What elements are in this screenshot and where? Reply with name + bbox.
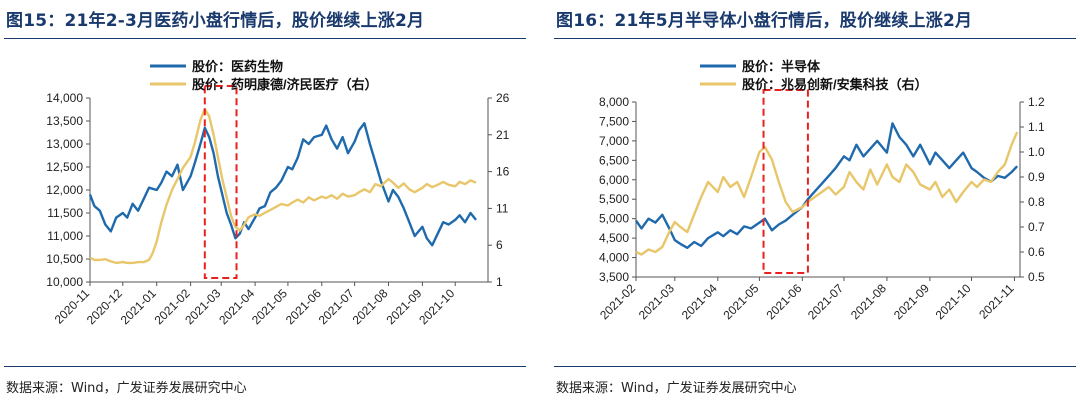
- y-left-tick-label: 13,000: [46, 137, 83, 151]
- y-left-tick-label: 4,000: [599, 251, 629, 265]
- series-line-secondary: [635, 131, 1019, 256]
- figure-15-bottom-rule: [4, 366, 526, 367]
- figure-15-top-rule: [4, 38, 526, 39]
- y-left-tick-label: 10,500: [46, 252, 83, 266]
- y-right-tick-label: 0.9: [1028, 170, 1045, 184]
- x-tick-label: 2021-07: [316, 286, 357, 327]
- y-left-tick-label: 11,500: [47, 206, 83, 220]
- x-tick-label: 2021-08: [848, 281, 889, 322]
- y-left-tick-label: 7,500: [599, 114, 629, 128]
- figure-15-panel: 图15：21年2-3月医药小盘行情后，股价继续上涨2月 10,000 10,500…: [0, 0, 530, 404]
- highlight-box: [762, 89, 809, 274]
- x-tick-label: 2021-10: [933, 281, 974, 322]
- figure-16-panel: 图16：21年5月半导体小盘行情后，股价继续上涨2月 3,500 4,000 4,5…: [550, 0, 1080, 404]
- x-tick-label: 2021-08: [350, 286, 391, 327]
- figure-16-chart: 3,500 4,000 4,500 5,000 5,500 6,000 6,500 7,000…: [597, 59, 1045, 322]
- legend-label-primary: 股价：半导体: [742, 59, 821, 74]
- y-right-tick-label: 26: [496, 91, 510, 105]
- x-tick-label: 2021-05: [720, 281, 761, 322]
- highlight-box: [203, 85, 238, 279]
- y-left-tick-label: 7,000: [599, 134, 629, 148]
- x-tick-label: 2021-11: [976, 281, 1017, 322]
- series-line-primary: [635, 122, 1019, 250]
- y-left-tick-label: 11,000: [47, 229, 83, 243]
- legend-label-secondary: 股价：药明康德/济民医疗（右）: [192, 77, 378, 92]
- series-line-secondary: [89, 107, 477, 265]
- x-tick-label: 2021-07: [805, 281, 846, 322]
- y-right-tick-label: 0.5: [1028, 270, 1045, 284]
- series-line-primary: [88, 122, 477, 247]
- y-left-tick-label: 14,000: [46, 91, 83, 105]
- y-right-tick-label: 1.2: [1028, 95, 1045, 109]
- y-left-tick-label: 3,500: [599, 270, 629, 284]
- x-tick-label: 2020-12: [84, 286, 125, 327]
- y-right-tick-label: 16: [496, 165, 510, 179]
- x-tick-label: 2021-05: [249, 286, 290, 327]
- y-right-tick-label: 0.7: [1028, 220, 1045, 234]
- x-tick-label: 2021-10: [416, 286, 457, 327]
- x-tick-label: 2021-04: [679, 281, 720, 322]
- y-left-tick-label: 12,500: [46, 160, 83, 174]
- x-tick-label: 2021-03: [636, 281, 677, 322]
- y-left-tick-label: 5,500: [599, 192, 629, 206]
- figure-15-chart: 10,000 10,500 11,000 11,500 12,000 12,500 13,0…: [46, 59, 510, 327]
- y-left-tick-label: 8,000: [599, 95, 629, 109]
- y-right-tick-label: 1.0: [1028, 145, 1045, 159]
- legend-label-primary: 股价：医药生物: [192, 59, 283, 74]
- y-right-tick-label: 1.1: [1028, 120, 1045, 134]
- figure-16-top-rule: [554, 38, 1076, 39]
- legend-label-secondary: 股价：兆易创新/安集科技（右）: [742, 77, 928, 92]
- x-tick-label: 2021-06: [763, 281, 804, 322]
- x-tick-label: 2021-04: [216, 286, 257, 327]
- y-left-tick-label: 5,000: [599, 212, 629, 226]
- figure-16-title: 图16：21年5月半导体小盘行情后，股价继续上涨2月: [556, 11, 973, 31]
- x-tick-label: 2021-06: [283, 286, 324, 327]
- figure-15-title: 图15：21年2-3月医药小盘行情后，股价继续上涨2月: [6, 11, 425, 31]
- y-right-tick-label: 21: [496, 128, 510, 142]
- x-tick-label: 2021-01: [118, 286, 159, 327]
- y-right-tick-label: 0.8: [1028, 195, 1045, 209]
- figure-16-bottom-rule: [554, 366, 1076, 367]
- y-left-tick-label: 10,000: [46, 275, 83, 289]
- y-right-tick-label: 11: [496, 201, 509, 215]
- y-left-tick-label: 12,000: [46, 183, 83, 197]
- y-right-tick-label: 1: [496, 275, 503, 289]
- figure-15-source: 数据来源：Wind，广发证券发展研究中心: [6, 381, 247, 396]
- y-left-tick-label: 13,500: [46, 114, 83, 128]
- x-tick-label: 2021-02: [597, 281, 638, 322]
- x-tick-label: 2021-09: [891, 281, 932, 322]
- y-right-tick-label: 6: [496, 238, 503, 252]
- figure-16-source: 数据来源：Wind，广发证券发展研究中心: [556, 381, 797, 396]
- y-right-tick-label: 0.6: [1028, 245, 1045, 259]
- y-left-tick-label: 4,500: [599, 231, 629, 245]
- x-tick-label: 2021-09: [383, 286, 424, 327]
- y-left-tick-label: 6,000: [599, 173, 629, 187]
- y-left-tick-label: 6,500: [599, 153, 629, 167]
